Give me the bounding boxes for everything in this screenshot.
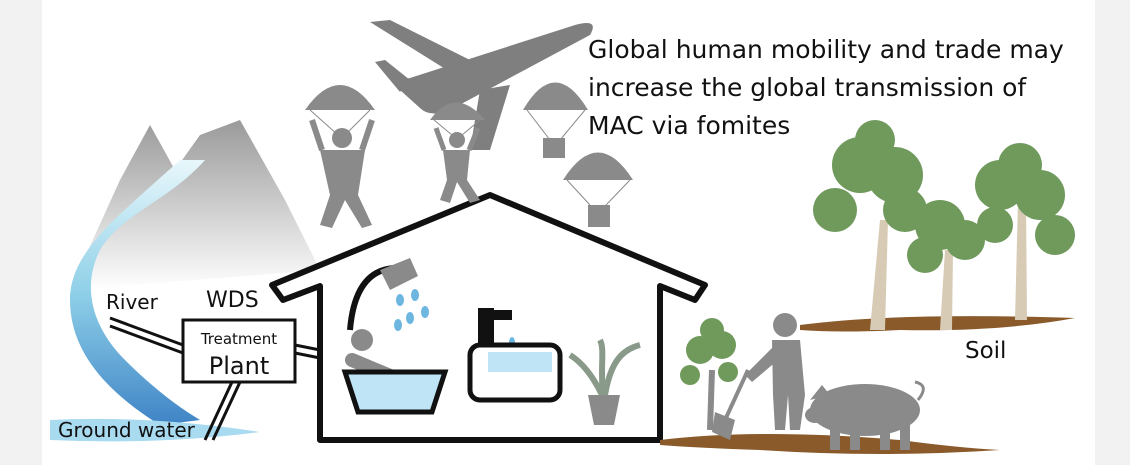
wds-label: WDS [206, 288, 259, 313]
river-label: River [106, 290, 159, 314]
plant-label: Plant [209, 352, 269, 380]
page: Global human mobility and trade may incr… [0, 0, 1130, 465]
soil-label: Soil [965, 338, 1006, 364]
treatment-label: Treatment [200, 330, 277, 348]
caption-line: Global human mobility and trade may [588, 35, 1064, 64]
caption-line: increase the global transmission of [588, 73, 1027, 102]
diagram: Global human mobility and trade may incr… [0, 0, 1130, 465]
ground-water-label: Ground water [58, 418, 196, 442]
caption-line: MAC via fomites [588, 111, 790, 140]
